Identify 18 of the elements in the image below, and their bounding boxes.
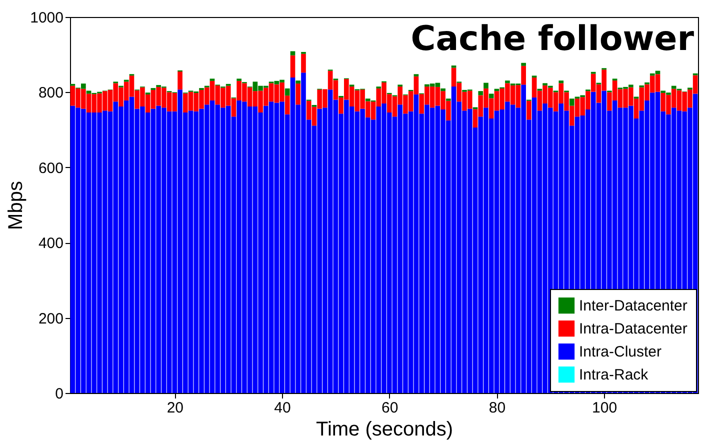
legend-label: Intra-Datacenter [579, 320, 688, 338]
x-axis-title: Time (seconds) [316, 418, 454, 440]
y-tick-label: 0 [55, 386, 64, 402]
y-tick-label: 600 [38, 160, 64, 177]
legend-label: Intra-Rack [579, 366, 649, 384]
legend-label: Inter-Datacenter [579, 298, 688, 314]
legend-label: Intra-Cluster [579, 344, 662, 360]
x-tick-label: 100 [592, 400, 618, 416]
y-axis-title: Mbps [5, 181, 28, 230]
x-tick-label: 60 [382, 400, 398, 416]
y-tick-label: 200 [38, 310, 64, 328]
x-tick-label: 40 [274, 400, 291, 416]
y-tick-label: 800 [38, 84, 64, 102]
y-tick-label: 400 [38, 235, 64, 252]
y-tick-label: 1000 [30, 10, 64, 26]
chart-title: Cache follower [410, 19, 694, 59]
x-tick-label: 20 [166, 400, 184, 416]
x-tick-label: 80 [488, 400, 506, 416]
